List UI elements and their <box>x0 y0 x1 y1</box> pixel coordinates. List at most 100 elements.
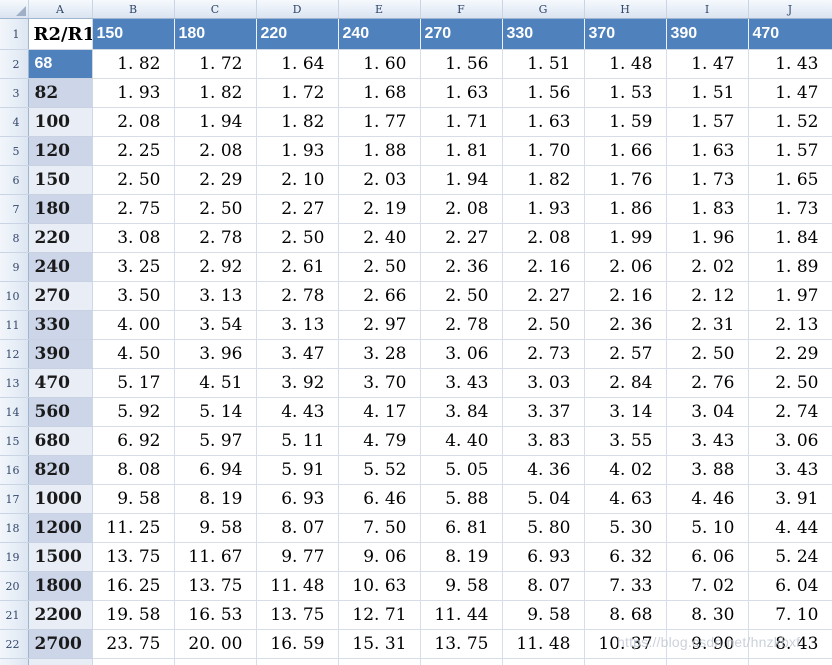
cell-value[interactable]: 1. 63 <box>420 78 503 108</box>
cell-value[interactable]: 13. 75 <box>502 658 585 665</box>
cell-value[interactable]: 2. 61 <box>256 252 339 282</box>
cell-value[interactable]: 1. 72 <box>174 49 257 79</box>
cell-value[interactable]: 2. 73 <box>502 339 585 369</box>
cell-value[interactable]: 3. 92 <box>256 368 339 398</box>
cell-value[interactable]: 1. 65 <box>748 165 832 195</box>
cell-value[interactable]: 3. 54 <box>174 310 257 340</box>
row-number[interactable]: 2 <box>0 49 29 79</box>
cell-value[interactable]: 11. 44 <box>420 600 503 630</box>
cell-value[interactable]: 28. 75 <box>92 658 175 665</box>
cell-value[interactable]: 8. 19 <box>174 484 257 514</box>
cell-value[interactable]: 1. 93 <box>92 78 175 108</box>
cell-value[interactable]: 9. 58 <box>420 571 503 601</box>
cell-value[interactable]: 10. 63 <box>338 571 421 601</box>
cell-value[interactable]: 1. 51 <box>502 49 585 79</box>
cell-value[interactable]: 4. 43 <box>256 397 339 427</box>
cell-value[interactable]: 3. 88 <box>666 455 749 485</box>
cell-value[interactable]: 2. 50 <box>338 252 421 282</box>
cell-header-r1[interactable]: 330 <box>502 18 585 50</box>
row-number[interactable]: 17 <box>0 484 29 514</box>
cell-value[interactable]: 13. 75 <box>92 542 175 572</box>
cell-value[interactable]: 5. 88 <box>420 484 503 514</box>
cell-value[interactable]: 1. 84 <box>748 223 832 253</box>
row-number[interactable]: 14 <box>0 397 29 427</box>
column-header-J[interactable]: J <box>748 0 832 19</box>
cell-value[interactable]: 3. 14 <box>584 397 667 427</box>
row-number[interactable]: 20 <box>0 571 29 601</box>
cell-value[interactable]: 3. 13 <box>174 281 257 311</box>
cell-value[interactable]: 8. 30 <box>666 600 749 630</box>
row-number[interactable]: 9 <box>0 252 29 282</box>
cell-value[interactable]: 4. 40 <box>420 426 503 456</box>
cell-value[interactable]: 1. 53 <box>584 78 667 108</box>
cell-value[interactable]: 2. 66 <box>338 281 421 311</box>
cell-value[interactable]: 1. 82 <box>174 78 257 108</box>
cell-value[interactable]: 3. 08 <box>92 223 175 253</box>
cell-value[interactable]: 5. 91 <box>256 455 339 485</box>
row-number[interactable]: 1 <box>0 18 29 50</box>
row-number[interactable]: 12 <box>0 339 29 369</box>
cell-r2r1-label[interactable]: 2700 <box>28 629 93 659</box>
cell-value[interactable]: 6. 32 <box>584 542 667 572</box>
cell-value[interactable]: 5. 97 <box>174 426 257 456</box>
cell-value[interactable]: 2. 10 <box>256 165 339 195</box>
cell-header-r1[interactable]: 240 <box>338 18 421 50</box>
cell-value[interactable]: 13. 75 <box>174 571 257 601</box>
cell-value[interactable]: 1. 57 <box>748 136 832 166</box>
cell-value[interactable]: 1. 52 <box>748 107 832 137</box>
cell-value[interactable]: 4. 44 <box>748 513 832 543</box>
cell-r2r1-label[interactable]: 1200 <box>28 513 93 543</box>
cell-value[interactable]: 2. 36 <box>420 252 503 282</box>
cell-value[interactable]: 2. 50 <box>256 223 339 253</box>
select-all-corner[interactable] <box>0 0 29 19</box>
cell-value[interactable]: 1. 77 <box>338 107 421 137</box>
cell-value[interactable]: 11. 83 <box>666 658 749 665</box>
cell-value[interactable]: 5. 80 <box>502 513 585 543</box>
cell-value[interactable]: 13. 75 <box>256 600 339 630</box>
row-number[interactable]: 21 <box>0 600 29 630</box>
row-number[interactable]: 10 <box>0 281 29 311</box>
cell-value[interactable]: 6. 81 <box>420 513 503 543</box>
cell-value[interactable]: 19. 58 <box>92 600 175 630</box>
cell-r2r1-label[interactable]: 270 <box>28 281 93 311</box>
cell-value[interactable]: 1. 47 <box>748 78 832 108</box>
cell-value[interactable]: 1. 99 <box>584 223 667 253</box>
cell-value[interactable]: 1. 97 <box>748 281 832 311</box>
cell-value[interactable]: 2. 50 <box>502 310 585 340</box>
cell-value[interactable]: 11. 67 <box>174 542 257 572</box>
cell-value[interactable]: 5. 04 <box>502 484 585 514</box>
cell-value[interactable]: 5. 10 <box>666 513 749 543</box>
cell-value[interactable]: 1. 70 <box>502 136 585 166</box>
cell-value[interactable]: 2. 08 <box>420 194 503 224</box>
cell-corner-label[interactable]: R2/R1 <box>28 18 93 50</box>
cell-value[interactable]: 9. 77 <box>256 542 339 572</box>
cell-value[interactable]: 1. 51 <box>666 78 749 108</box>
cell-value[interactable]: 2. 29 <box>748 339 832 369</box>
cell-r2r1-label[interactable]: 390 <box>28 339 93 369</box>
cell-value[interactable]: 1. 60 <box>338 49 421 79</box>
cell-value[interactable]: 3. 43 <box>420 368 503 398</box>
row-number[interactable]: 15 <box>0 426 29 456</box>
cell-value[interactable]: 1. 47 <box>666 49 749 79</box>
cell-value[interactable]: 3. 47 <box>256 339 339 369</box>
cell-value[interactable]: 1. 94 <box>174 107 257 137</box>
cell-value[interactable]: 2. 25 <box>92 136 175 166</box>
cell-value[interactable]: 1. 66 <box>584 136 667 166</box>
cell-value[interactable]: 2. 74 <box>748 397 832 427</box>
cell-r2r1-label[interactable]: 820 <box>28 455 93 485</box>
cell-value[interactable]: 1. 88 <box>338 136 421 166</box>
cell-value[interactable]: 13. 75 <box>420 629 503 659</box>
cell-value[interactable]: 3. 83 <box>502 426 585 456</box>
cell-value[interactable]: 3. 91 <box>748 484 832 514</box>
cell-value[interactable]: 1. 71 <box>420 107 503 137</box>
cell-value[interactable]: 20. 00 <box>174 629 257 659</box>
cell-value[interactable]: 2. 78 <box>256 281 339 311</box>
cell-r2r1-label[interactable]: 82 <box>28 78 93 108</box>
cell-r2r1-label[interactable]: 560 <box>28 397 93 427</box>
cell-value[interactable]: 20. 00 <box>256 658 339 665</box>
cell-value[interactable]: 8. 19 <box>420 542 503 572</box>
cell-value[interactable]: 1. 93 <box>256 136 339 166</box>
cell-value[interactable]: 7. 02 <box>666 571 749 601</box>
cell-r2r1-label[interactable]: 240 <box>28 252 93 282</box>
cell-value[interactable]: 1. 93 <box>502 194 585 224</box>
